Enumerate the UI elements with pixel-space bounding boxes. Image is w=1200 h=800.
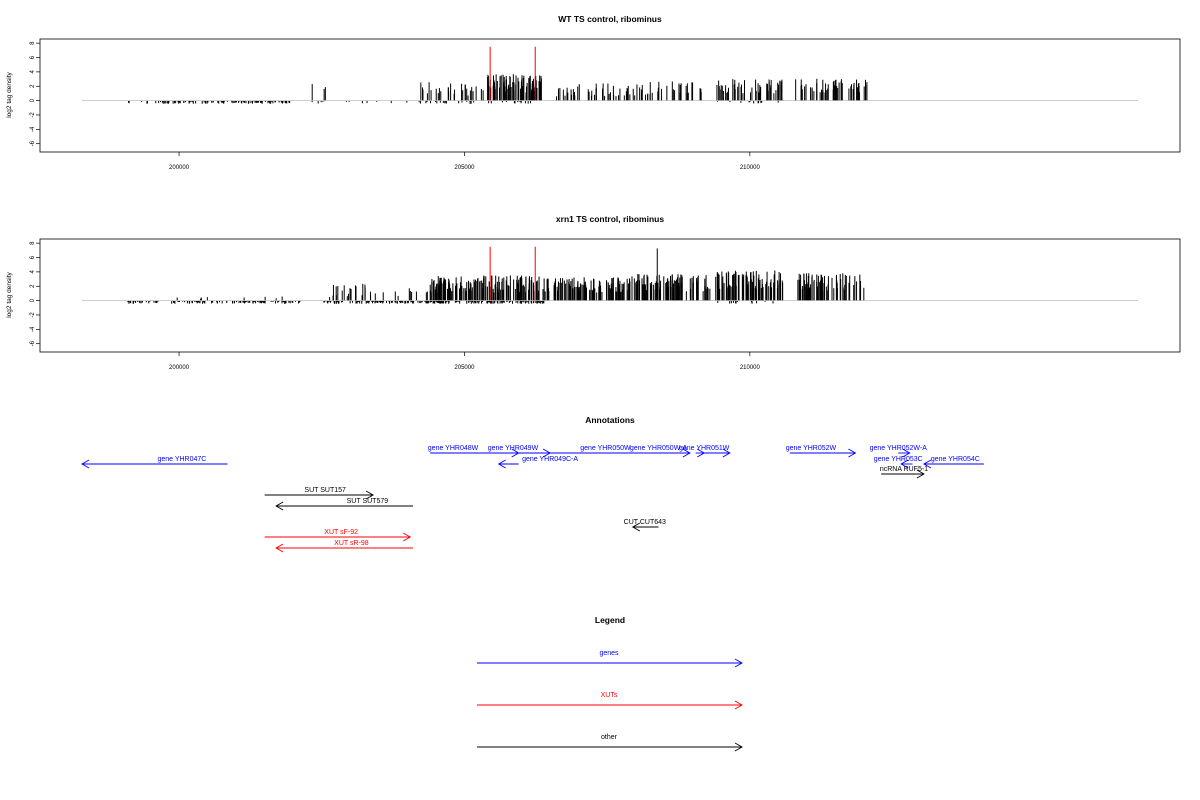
- y-tick-label: -2: [30, 112, 36, 118]
- feature-arrow: gene YHR047C: [81, 456, 228, 469]
- legend-item: XUTs: [477, 692, 743, 710]
- x-tick-label: 205000: [454, 365, 475, 371]
- feature-label: gene YHR054C: [931, 456, 980, 463]
- feature-arrow: gene YHR053C: [874, 456, 923, 469]
- feature-arrow: gene YHR052W: [786, 445, 857, 458]
- feature-label: gene YHR047C: [157, 456, 206, 463]
- y-tick-label: 4: [30, 270, 36, 274]
- feature-arrow: gene YHR051W: [679, 445, 731, 458]
- legend-items: genes XUTs other: [477, 650, 743, 752]
- feature-arrow: XUT sR-98: [275, 540, 414, 553]
- feature-label: gene YHR051W: [679, 445, 730, 452]
- feature-label: gene YHR050W: [580, 445, 631, 452]
- y-tick-label: 6: [30, 255, 36, 259]
- y-tick-label: 8: [30, 41, 36, 45]
- feature-label: gene YHR052W: [786, 445, 837, 452]
- wt-bars: [128, 46, 868, 104]
- feature-label: gene YHR050W-A: [630, 445, 688, 452]
- legend-title: Legend: [595, 615, 625, 625]
- wt-plot-frame: [39, 38, 1181, 153]
- x-tick-label: 205000: [454, 165, 475, 171]
- x-tick-label: 200000: [169, 365, 190, 371]
- xrn1-bars: [127, 246, 865, 304]
- xrn1-plot-frame: [39, 238, 1181, 353]
- feature-label: CUT CUT643: [624, 519, 666, 526]
- xrn1-y-ticks: -6 -4 -2 0 2 4 6 8: [30, 241, 40, 346]
- wt-x-ticks: 200000 205000 210000: [169, 152, 761, 171]
- wt-y-ticks: -6 -4 -2 0 2 4 6 8: [30, 41, 40, 146]
- feature-label: gene YHR053C: [874, 456, 923, 463]
- feature-arrows: gene YHR047C gene YHR048W gene YHR049W gene…: [81, 445, 984, 553]
- feature-arrow: CUT CUT643: [624, 519, 666, 532]
- legend-label: other: [601, 734, 618, 741]
- wt-coverage-plot: WT TS control, ribominus log2 tag densit…: [6, 14, 1181, 171]
- legend-item: genes: [477, 650, 743, 668]
- feature-label: gene YHR048W: [428, 445, 479, 452]
- feature-arrow: gene YHR049C-A: [497, 456, 578, 469]
- feature-label: gene YHR049C-A: [522, 456, 578, 463]
- feature-arrow: SUT SUT579: [275, 498, 414, 511]
- feature-arrow: gene YHR050W: [538, 445, 691, 458]
- xrn1-x-ticks: 200000 205000 210000: [169, 352, 761, 371]
- annotations-title: Annotations: [585, 415, 635, 425]
- feature-label: SUT SUT157: [304, 487, 346, 494]
- wt-y-axis-label: log2 tag density: [6, 71, 13, 117]
- feature-label: gene YHR049W: [488, 445, 539, 452]
- feature-arrow: gene YHR054C: [923, 456, 984, 469]
- legend: Legend genes XUTs other: [477, 615, 743, 752]
- xrn1-coverage-plot: xrn1 TS control, ribominus log2 tag dens…: [6, 214, 1181, 371]
- y-tick-label: 0: [30, 298, 36, 302]
- legend-label: genes: [599, 650, 619, 657]
- legend-label: XUTs: [601, 692, 618, 699]
- y-tick-label: 8: [30, 241, 36, 245]
- y-tick-label: 4: [30, 70, 36, 74]
- y-tick-label: -4: [30, 326, 36, 332]
- feature-arrow: gene YHR052W-A: [870, 445, 928, 458]
- feature-label: XUT sR-98: [334, 540, 369, 547]
- y-tick-label: -6: [30, 340, 36, 346]
- feature-label: XUT sF-92: [324, 529, 358, 536]
- x-tick-label: 210000: [740, 165, 761, 171]
- y-tick-label: 6: [30, 55, 36, 59]
- xrn1-y-axis-label: log2 tag density: [6, 271, 13, 317]
- x-tick-label: 210000: [740, 365, 761, 371]
- y-tick-label: 0: [30, 98, 36, 102]
- feature-label: ncRNA RUF5-1: [880, 466, 928, 473]
- y-tick-label: -2: [30, 312, 36, 318]
- feature-arrow: SUT SUT157: [264, 487, 375, 500]
- y-tick-label: 2: [30, 84, 36, 88]
- legend-item: other: [477, 734, 743, 752]
- x-tick-label: 200000: [169, 165, 190, 171]
- y-tick-label: -4: [30, 126, 36, 132]
- feature-arrow: XUT sF-92: [264, 529, 412, 542]
- feature-arrow: ncRNA RUF5-1: [880, 466, 928, 479]
- y-tick-label: -6: [30, 140, 36, 146]
- feature-label: SUT SUT579: [347, 498, 389, 505]
- feature-label: gene YHR052W-A: [870, 445, 928, 452]
- xrn1-plot-title: xrn1 TS control, ribominus: [556, 214, 664, 224]
- wt-plot-title: WT TS control, ribominus: [558, 14, 662, 24]
- y-tick-label: 2: [30, 284, 36, 288]
